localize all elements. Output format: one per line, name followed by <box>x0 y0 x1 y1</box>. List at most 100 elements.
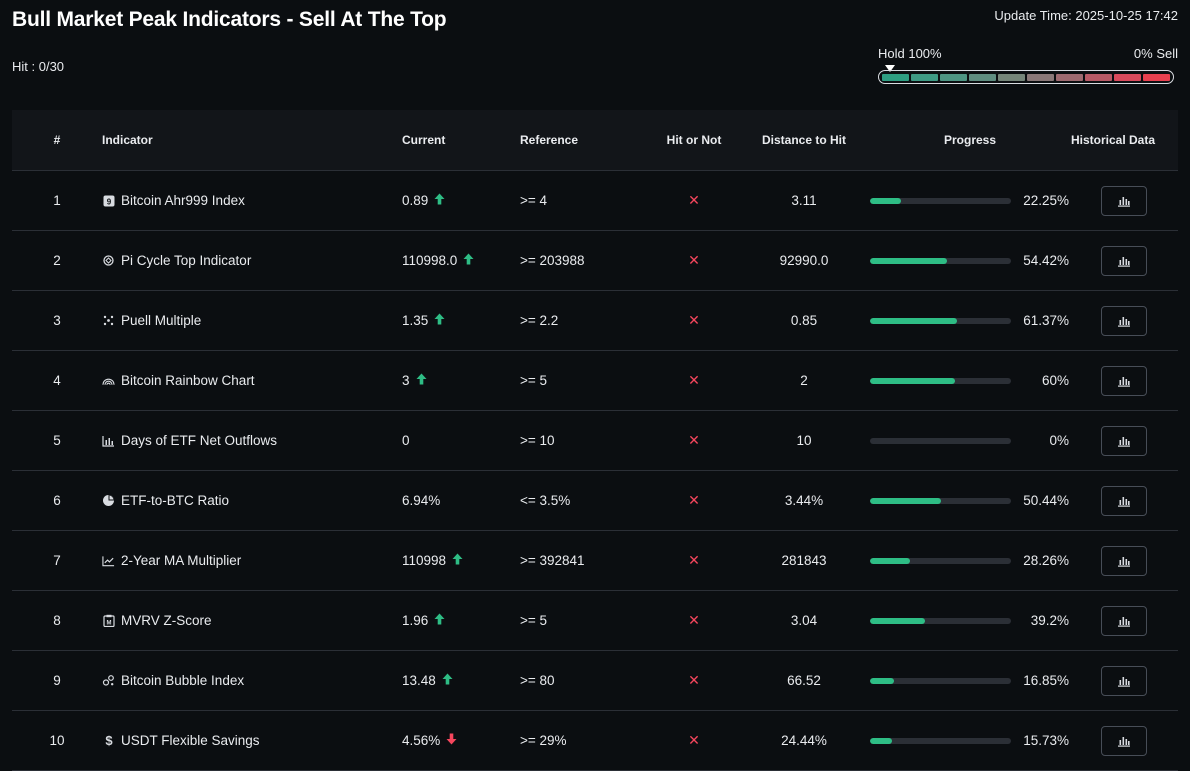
indicator-cell[interactable]: M MVRV Z-Score <box>102 613 402 628</box>
col-indicator: Indicator <box>102 133 153 147</box>
indicator-cell[interactable]: $ USDT Flexible Savings <box>102 733 402 748</box>
progress-fill <box>870 497 942 504</box>
historical-cell <box>1070 245 1178 276</box>
ahr999-icon: 9 <box>102 194 115 207</box>
historical-data-button[interactable] <box>1101 245 1147 276</box>
reference-value: >= 203988 <box>520 253 585 268</box>
indicator-name[interactable]: Bitcoin Rainbow Chart <box>121 373 255 388</box>
indicator-cell[interactable]: Bitcoin Rainbow Chart <box>102 373 402 388</box>
not-hit-icon: ✕ <box>688 192 700 208</box>
indicator-cell[interactable]: 2-Year MA Multiplier <box>102 553 402 568</box>
row-number: 8 <box>53 613 61 628</box>
historical-data-button[interactable] <box>1101 305 1147 336</box>
indicator-name[interactable]: Bitcoin Ahr999 Index <box>121 193 245 208</box>
row-number: 9 <box>53 673 61 688</box>
svg-text:9: 9 <box>106 197 111 206</box>
indicator-name[interactable]: MVRV Z-Score <box>121 613 212 628</box>
gauge-segment <box>940 73 967 81</box>
historical-data-button[interactable] <box>1101 485 1147 516</box>
gauge-hold-label: Hold 100% <box>878 46 942 61</box>
row-number: 5 <box>53 433 61 448</box>
not-hit-icon: ✕ <box>688 252 700 268</box>
historical-data-button[interactable] <box>1101 185 1147 216</box>
page-title: Bull Market Peak Indicators - Sell At Th… <box>12 8 447 31</box>
dollar-icon: $ <box>102 734 115 747</box>
indicator-cell[interactable]: Bitcoin Bubble Index <box>102 673 402 688</box>
progress-fill <box>870 377 955 384</box>
indicator-name[interactable]: Puell Multiple <box>121 313 202 328</box>
progress-percent: 0% <box>1049 433 1069 448</box>
historical-data-button[interactable] <box>1101 725 1147 756</box>
historical-data-button[interactable] <box>1101 545 1147 576</box>
indicator-cell[interactable]: Puell Multiple <box>102 313 402 328</box>
progress-fill <box>870 617 926 624</box>
gauge-segment <box>1143 73 1170 81</box>
gauge-sell-label: 0% Sell <box>1133 46 1178 61</box>
table-row: 6 ETF-to-BTC Ratio 6.94% <= 3.5% ✕ 3.44% 50.44… <box>12 471 1178 531</box>
indicator-cell[interactable]: ETF-to-BTC Ratio <box>102 493 402 508</box>
row-number: 3 <box>53 313 61 328</box>
indicator-cell[interactable]: Pi Cycle Top Indicator <box>102 253 402 268</box>
historical-cell <box>1070 725 1178 756</box>
indicator-name[interactable]: Bitcoin Bubble Index <box>121 673 245 688</box>
historical-cell <box>1070 305 1178 336</box>
indicator-name[interactable]: USDT Flexible Savings <box>121 733 260 748</box>
bar-chart-icon <box>1117 735 1131 747</box>
col-num: # <box>53 133 61 147</box>
historical-data-button[interactable] <box>1101 665 1147 696</box>
progress-track <box>870 317 1011 324</box>
progress-cell: 15.73% <box>860 733 1070 748</box>
svg-text:$: $ <box>105 734 113 747</box>
indicator-name[interactable]: Days of ETF Net Outflows <box>121 433 278 448</box>
progress-cell: 0% <box>860 433 1070 448</box>
rainbow-icon <box>102 374 115 387</box>
trend-down-icon <box>446 733 457 748</box>
bar-chart-icon <box>1117 615 1131 627</box>
table-row: 10 $ USDT Flexible Savings 4.56% >= 29% ✕ 24.4… <box>12 711 1178 771</box>
progress-track <box>870 557 1011 564</box>
current-value: 6.94% <box>402 493 441 508</box>
indicator-name[interactable]: Pi Cycle Top Indicator <box>121 253 252 268</box>
progress-cell: 50.44% <box>860 493 1070 508</box>
progress-cell: 61.37% <box>860 313 1070 328</box>
reference-value: >= 2.2 <box>520 313 559 328</box>
historical-data-button[interactable] <box>1101 425 1147 456</box>
progress-track <box>870 377 1011 384</box>
progress-track <box>870 197 1011 204</box>
progress-fill <box>870 677 894 684</box>
gauge-segment <box>1085 73 1112 81</box>
indicator-name[interactable]: 2-Year MA Multiplier <box>121 553 242 568</box>
distance-value: 92990.0 <box>779 253 829 268</box>
historical-cell <box>1070 605 1178 636</box>
current-cell: 13.48 <box>402 673 520 688</box>
gauge-pointer-icon <box>885 65 895 72</box>
trend-up-icon <box>416 373 427 388</box>
bar-chart-icon <box>102 434 115 447</box>
historical-data-button[interactable] <box>1101 365 1147 396</box>
historical-data-button[interactable] <box>1101 605 1147 636</box>
reference-value: >= 5 <box>520 373 548 388</box>
sentiment-gauge-labels: Hold 100% 0% Sell <box>878 46 1178 62</box>
current-cell: 0 <box>402 433 520 448</box>
current-value: 13.48 <box>402 673 436 688</box>
current-cell: 4.56% <box>402 733 520 748</box>
reference-value: <= 3.5% <box>520 493 571 508</box>
progress-track <box>870 257 1011 264</box>
distance-value: 3.04 <box>790 613 818 628</box>
gauge-segment <box>998 73 1025 81</box>
reference-value: >= 5 <box>520 613 548 628</box>
progress-track <box>870 677 1011 684</box>
reference-value: >= 10 <box>520 433 555 448</box>
table-row: 4 Bitcoin Rainbow Chart 3 >= 5 ✕ 2 60% <box>12 351 1178 411</box>
indicator-name[interactable]: ETF-to-BTC Ratio <box>121 493 230 508</box>
gauge-segment <box>911 73 938 81</box>
table-row: 2 Pi Cycle Top Indicator 110998.0 >= 203988… <box>12 231 1178 291</box>
current-value: 110998.0 <box>402 253 458 268</box>
current-value: 1.35 <box>402 313 429 328</box>
indicator-cell[interactable]: 9 Bitcoin Ahr999 Index <box>102 193 402 208</box>
trend-up-icon <box>463 253 474 268</box>
historical-cell <box>1070 485 1178 516</box>
progress-cell: 39.2% <box>860 613 1070 628</box>
col-current: Current <box>402 133 446 147</box>
indicator-cell[interactable]: Days of ETF Net Outflows <box>102 433 402 448</box>
